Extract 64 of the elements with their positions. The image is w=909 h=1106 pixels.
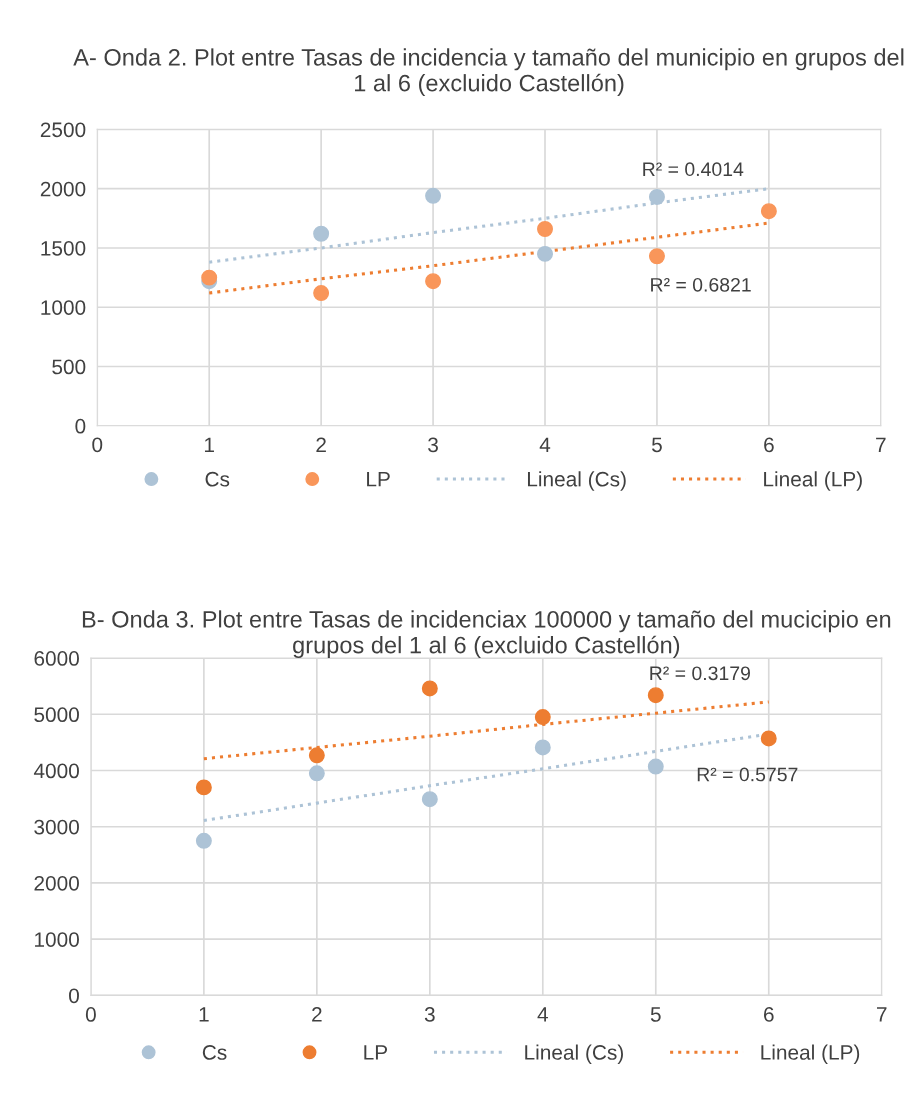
point <box>308 747 325 764</box>
annotation: R² = 0.6821 <box>651 277 751 292</box>
legend-label: Lineal (Cs) <box>525 1044 623 1064</box>
point <box>313 225 330 242</box>
y-tick-label: 5000 <box>34 707 79 723</box>
x-tick-label: 5 <box>650 1007 661 1022</box>
x-tick-label: 2 <box>312 1007 322 1022</box>
point <box>647 758 664 775</box>
x-tick-label: 4 <box>537 1007 548 1022</box>
point <box>421 791 438 808</box>
x-tick-label: 6 <box>764 1007 774 1022</box>
point <box>760 203 777 220</box>
point <box>647 687 664 704</box>
point <box>534 739 551 756</box>
y-tick-label: 6000 <box>34 651 79 666</box>
x-tick-label: 6 <box>764 437 774 453</box>
point <box>648 248 665 265</box>
y-tick-label: 2000 <box>40 181 86 197</box>
legend-label: LP <box>364 1045 388 1060</box>
point <box>537 245 553 262</box>
y-tick-label: 3000 <box>34 819 79 835</box>
y-tick-label: 2500 <box>40 122 86 138</box>
legend-label: LP <box>367 472 390 487</box>
x-tick-label: 0 <box>92 437 103 453</box>
x-tick-label: 1 <box>199 1007 209 1022</box>
y-tick-label: 1000 <box>41 300 86 315</box>
annotation: R² = 0.4014 <box>643 162 744 177</box>
point <box>537 221 553 237</box>
point <box>308 765 325 782</box>
point <box>425 273 442 290</box>
x-tick-label: 3 <box>424 1007 435 1022</box>
x-tick-label: 2 <box>316 437 326 453</box>
chart-title: B- Onda 3. Plot entre Tasas de incidenciax 100000 y tamaño del mucicipio en grupos del 1 al 6 (excluido Castellón) <box>82 610 891 659</box>
y-tick-label: 4000 <box>33 763 79 779</box>
legend-label: Lineal (LP) <box>764 471 862 491</box>
x-tick-label: 3 <box>428 437 438 453</box>
point <box>760 730 777 747</box>
x-tick-label: 5 <box>651 437 662 453</box>
y-tick-label: 500 <box>52 359 86 375</box>
point <box>421 680 438 697</box>
point <box>201 269 218 286</box>
x-tick-label: 7 <box>877 1007 887 1022</box>
point <box>425 187 442 204</box>
y-tick-label: 0 <box>75 418 86 434</box>
legend-label: Lineal (LP) <box>761 1044 860 1064</box>
legend-label: Cs <box>205 471 230 487</box>
legend-label: Cs <box>202 1045 227 1060</box>
y-tick-label: 1500 <box>41 240 86 256</box>
point <box>648 189 665 205</box>
annotation: R² = 0.5757 <box>697 767 798 782</box>
x-tick-label: 1 <box>205 437 214 453</box>
annotation: R² = 0.3179 <box>650 666 750 681</box>
y-tick-label: 0 <box>69 988 79 1004</box>
point <box>534 709 551 726</box>
legend-label: Lineal (Cs) <box>527 471 626 491</box>
x-tick-label: 4 <box>539 437 551 453</box>
x-tick-label: 7 <box>876 437 886 453</box>
x-tick-label: 0 <box>85 1007 96 1022</box>
y-tick-label: 2000 <box>34 875 79 891</box>
y-tick-label: 1000 <box>35 932 79 947</box>
point <box>195 832 212 849</box>
chart-title: A- Onda 2. Plot entre Tasas de incidencia y tamaño del municipio en grupos del 1 al 6 (excluido Castellón) <box>73 48 904 97</box>
point <box>195 779 212 796</box>
point <box>313 285 330 301</box>
